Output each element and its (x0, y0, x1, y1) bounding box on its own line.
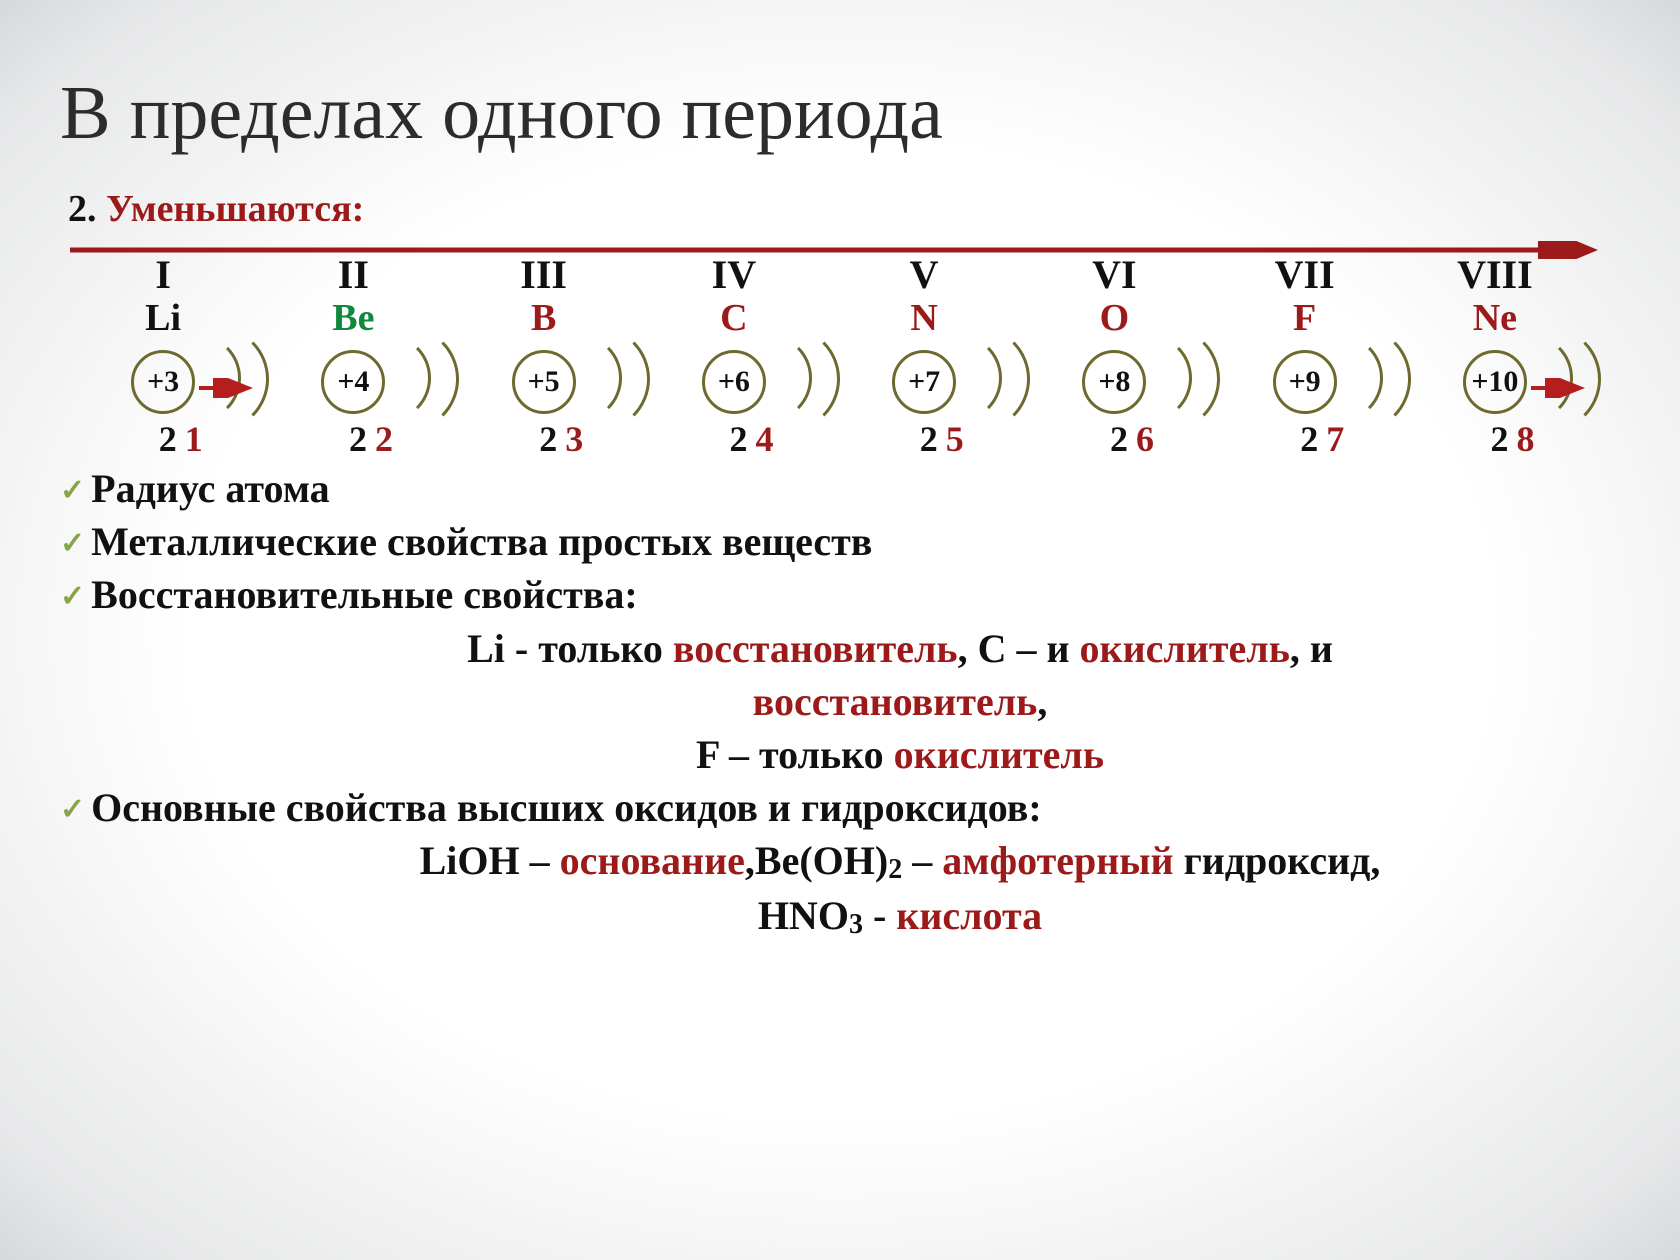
shell1-count: 2 (1490, 419, 1508, 459)
bullet-text: Радиус атома (91, 466, 330, 511)
shell2-count: 3 (565, 419, 583, 459)
shell-arc (1114, 326, 1220, 432)
slide-title: В пределах одного периода (60, 70, 1620, 157)
redox-line-3: F – только окислитель (60, 729, 1620, 780)
txt: – (902, 838, 942, 883)
atom-diagram: +422 (258, 340, 448, 440)
txt: , (1037, 679, 1047, 724)
group-roman: VI (1019, 251, 1209, 298)
element-col: VIIINe+1028 (1400, 251, 1590, 440)
electron-config: 24 (729, 418, 773, 460)
txt: Li - только (467, 626, 673, 671)
bullet-text: Восстановительные свойства: (91, 572, 638, 617)
group-roman: VIII (1400, 251, 1590, 298)
shell2-count: 1 (185, 419, 203, 459)
atom-diagram: +1028 (1400, 340, 1590, 440)
shell1-count: 2 (920, 419, 938, 459)
txt: ,Be(OH) (745, 838, 888, 883)
bullet-item: ✓Основные свойства высших оксидов и гидр… (60, 782, 1620, 833)
redox-line-2: восстановитель, (60, 676, 1620, 727)
txt: окислитель (894, 732, 1104, 777)
sub: 3 (849, 909, 863, 940)
bullet-list: ✓Радиус атома ✓Металлические свойства пр… (60, 463, 1620, 943)
shell-arc (734, 326, 840, 432)
txt: основание (560, 838, 745, 883)
group-roman: IV (639, 251, 829, 298)
txt: , C – и (958, 626, 1080, 671)
element-col: VN+725 (829, 251, 1019, 440)
shell2-count: 2 (375, 419, 393, 459)
element-col: IIIB+523 (449, 251, 639, 440)
shell1-count: 2 (1300, 419, 1318, 459)
shell2-count: 8 (1516, 419, 1534, 459)
bullet-item: ✓Восстановительные свойства: (60, 569, 1620, 620)
electron-config: 26 (1110, 418, 1154, 460)
atom-diagram: +624 (639, 340, 829, 440)
electron-config: 23 (539, 418, 583, 460)
txt: восстановитель (673, 626, 958, 671)
shell2-count: 5 (946, 419, 964, 459)
atom-diagram: +523 (449, 340, 639, 440)
atom-diagram: +321 (68, 340, 258, 440)
txt: - (863, 893, 896, 938)
element-col: IIBe+422 (258, 251, 448, 440)
subheading-word: Уменьшаются: (106, 188, 364, 230)
check-icon: ✓ (60, 580, 85, 613)
group-roman: I (68, 251, 258, 298)
txt: окислитель (1080, 626, 1290, 671)
check-icon: ✓ (60, 527, 85, 560)
arrow-right-icon (1529, 378, 1589, 398)
txt: кислота (896, 893, 1042, 938)
bullet-item: ✓Радиус атома (60, 463, 1620, 514)
electron-config: 28 (1490, 418, 1534, 460)
electron-config: 25 (920, 418, 964, 460)
subheading: 2. Уменьшаются: (68, 187, 1620, 231)
shell1-count: 2 (159, 419, 177, 459)
group-roman: III (449, 251, 639, 298)
element-col: IVC+624 (639, 251, 829, 440)
shell-arc (353, 326, 459, 432)
oxide-line-1: LiOH – основание,Be(OH)2 – амфотерный ги… (60, 835, 1620, 888)
arrow-right-icon (197, 378, 257, 398)
txt: LiOH – (420, 838, 560, 883)
electron-config: 22 (349, 418, 393, 460)
shell2-count: 4 (755, 419, 773, 459)
element-col: VIO+826 (1019, 251, 1209, 440)
shell1-count: 2 (349, 419, 367, 459)
bullet-text: Металлические свойства простых веществ (91, 519, 872, 564)
atom-diagram: +826 (1019, 340, 1209, 440)
txt: восстановитель (753, 679, 1038, 724)
shell1-count: 2 (539, 419, 557, 459)
element-col: VIIF+927 (1210, 251, 1400, 440)
txt: , и (1290, 626, 1333, 671)
txt: F – только (696, 732, 894, 777)
period-strip: ILi+321IIBe+422IIIB+523IVC+624VN+725VIO+… (68, 237, 1590, 447)
sub: 2 (888, 854, 902, 885)
shell2-count: 6 (1136, 419, 1154, 459)
atom-diagram: +725 (829, 340, 1019, 440)
redox-line-1: Li - только восстановитель, C – и окисли… (60, 623, 1620, 674)
oxide-line-2: HNO3 - кислота (60, 890, 1620, 943)
group-roman: VII (1210, 251, 1400, 298)
shell2-count: 7 (1326, 419, 1344, 459)
element-col: ILi+321 (68, 251, 258, 440)
shell1-count: 2 (729, 419, 747, 459)
group-roman: II (258, 251, 448, 298)
check-icon: ✓ (60, 793, 85, 826)
electron-config: 27 (1300, 418, 1344, 460)
atom-diagram: +927 (1210, 340, 1400, 440)
bullet-item: ✓Металлические свойства простых веществ (60, 516, 1620, 567)
txt: HNO (758, 893, 849, 938)
shell-arc (1305, 326, 1411, 432)
shell1-count: 2 (1110, 419, 1128, 459)
txt: амфотерный (942, 838, 1173, 883)
check-icon: ✓ (60, 474, 85, 507)
bullet-text: Основные свойства высших оксидов и гидро… (91, 785, 1042, 830)
shell-arc (544, 326, 650, 432)
shell-arc (924, 326, 1030, 432)
electron-config: 21 (159, 418, 203, 460)
txt: гидроксид, (1174, 838, 1381, 883)
subheading-num: 2. (68, 188, 106, 230)
group-roman: V (829, 251, 1019, 298)
